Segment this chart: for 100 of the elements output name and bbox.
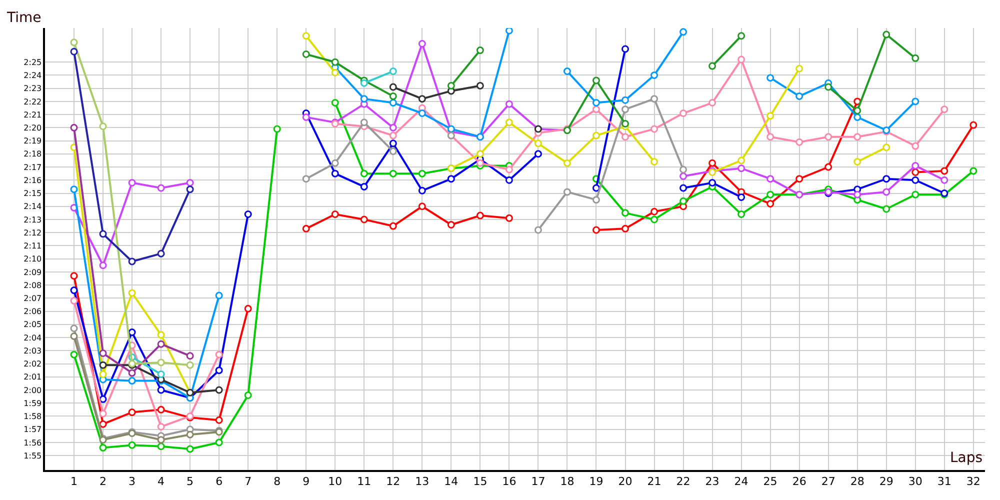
point bbox=[99, 444, 107, 452]
point bbox=[389, 92, 397, 100]
point bbox=[447, 125, 455, 133]
point bbox=[796, 175, 804, 183]
point bbox=[505, 214, 513, 222]
point bbox=[680, 166, 688, 174]
point bbox=[970, 121, 978, 129]
point bbox=[824, 83, 832, 91]
y-tick-label: 2:13 bbox=[24, 215, 42, 224]
point bbox=[331, 68, 339, 76]
point bbox=[476, 82, 484, 90]
point bbox=[99, 350, 107, 358]
point bbox=[766, 190, 774, 198]
point bbox=[99, 262, 107, 270]
point bbox=[360, 170, 368, 178]
x-tick-label: 23 bbox=[705, 474, 720, 488]
point bbox=[912, 176, 920, 184]
point bbox=[796, 92, 804, 100]
point bbox=[157, 250, 165, 258]
y-tick-label: 1:59 bbox=[24, 398, 42, 408]
point bbox=[360, 79, 368, 87]
point bbox=[157, 422, 165, 430]
point bbox=[244, 391, 252, 399]
point bbox=[447, 82, 455, 90]
point bbox=[389, 148, 397, 156]
point bbox=[244, 210, 252, 218]
point bbox=[766, 74, 774, 82]
point bbox=[302, 175, 310, 183]
x-tick-label: 24 bbox=[734, 474, 748, 488]
y-tick-label: 2:09 bbox=[24, 268, 42, 277]
point bbox=[244, 304, 252, 312]
point bbox=[389, 83, 397, 91]
point bbox=[331, 170, 339, 178]
y-tick-label: 2:19 bbox=[24, 136, 42, 146]
x-tick-label: 26 bbox=[792, 474, 806, 488]
x-tick-label: 27 bbox=[821, 474, 836, 488]
point bbox=[505, 176, 513, 184]
x-tick-label: 32 bbox=[966, 474, 980, 488]
y-tick-label: 1:55 bbox=[24, 451, 42, 460]
point bbox=[186, 445, 194, 453]
y-tick-label: 2:23 bbox=[24, 84, 42, 94]
point bbox=[99, 361, 107, 369]
point bbox=[680, 172, 688, 180]
y-tick-label: 2:21 bbox=[24, 110, 42, 120]
point bbox=[389, 140, 397, 148]
point bbox=[622, 209, 629, 217]
point bbox=[186, 186, 194, 194]
point bbox=[360, 118, 368, 126]
point bbox=[738, 32, 746, 40]
point bbox=[302, 224, 310, 232]
point bbox=[708, 99, 716, 107]
x-tick-label: 30 bbox=[908, 474, 922, 488]
x-tick-label: 20 bbox=[618, 474, 632, 488]
y-tick-label: 2:20 bbox=[24, 123, 42, 132]
point bbox=[186, 430, 194, 438]
point bbox=[708, 159, 716, 167]
point bbox=[592, 226, 600, 234]
point bbox=[302, 32, 310, 40]
point bbox=[882, 205, 890, 213]
point bbox=[505, 166, 513, 174]
point bbox=[912, 162, 920, 170]
point bbox=[680, 110, 688, 117]
point bbox=[99, 395, 107, 403]
point bbox=[389, 132, 397, 140]
point bbox=[128, 377, 136, 385]
x-tick-label: 6 bbox=[216, 474, 223, 488]
y-tick-label: 2:04 bbox=[24, 333, 42, 342]
point bbox=[70, 272, 78, 280]
point bbox=[854, 190, 862, 198]
point bbox=[680, 28, 688, 36]
point bbox=[970, 167, 978, 175]
point bbox=[157, 406, 165, 414]
point bbox=[128, 258, 136, 266]
point bbox=[505, 118, 513, 126]
point bbox=[912, 54, 920, 62]
x-tick-label: 14 bbox=[444, 474, 458, 488]
point bbox=[912, 168, 920, 176]
y-tick-label: 2:11 bbox=[24, 242, 42, 251]
point bbox=[99, 122, 107, 130]
point bbox=[447, 175, 455, 183]
y-tick-label: 2:15 bbox=[24, 189, 42, 198]
y-tick-label: 1:57 bbox=[24, 425, 42, 434]
point bbox=[128, 369, 136, 377]
point bbox=[157, 436, 165, 444]
point bbox=[389, 99, 397, 107]
point bbox=[708, 179, 716, 187]
x-tick-label: 10 bbox=[328, 474, 342, 488]
point bbox=[563, 68, 571, 76]
point bbox=[99, 420, 107, 428]
point bbox=[157, 386, 165, 394]
x-tick-label: 12 bbox=[386, 474, 400, 488]
point bbox=[854, 133, 862, 141]
point bbox=[766, 200, 774, 208]
point bbox=[418, 170, 426, 178]
point bbox=[940, 176, 948, 184]
y-tick-label: 2:08 bbox=[24, 280, 42, 290]
point bbox=[70, 332, 78, 340]
x-axis-title: Laps bbox=[950, 450, 983, 466]
x-tick-label: 29 bbox=[879, 474, 894, 488]
point bbox=[331, 159, 339, 167]
